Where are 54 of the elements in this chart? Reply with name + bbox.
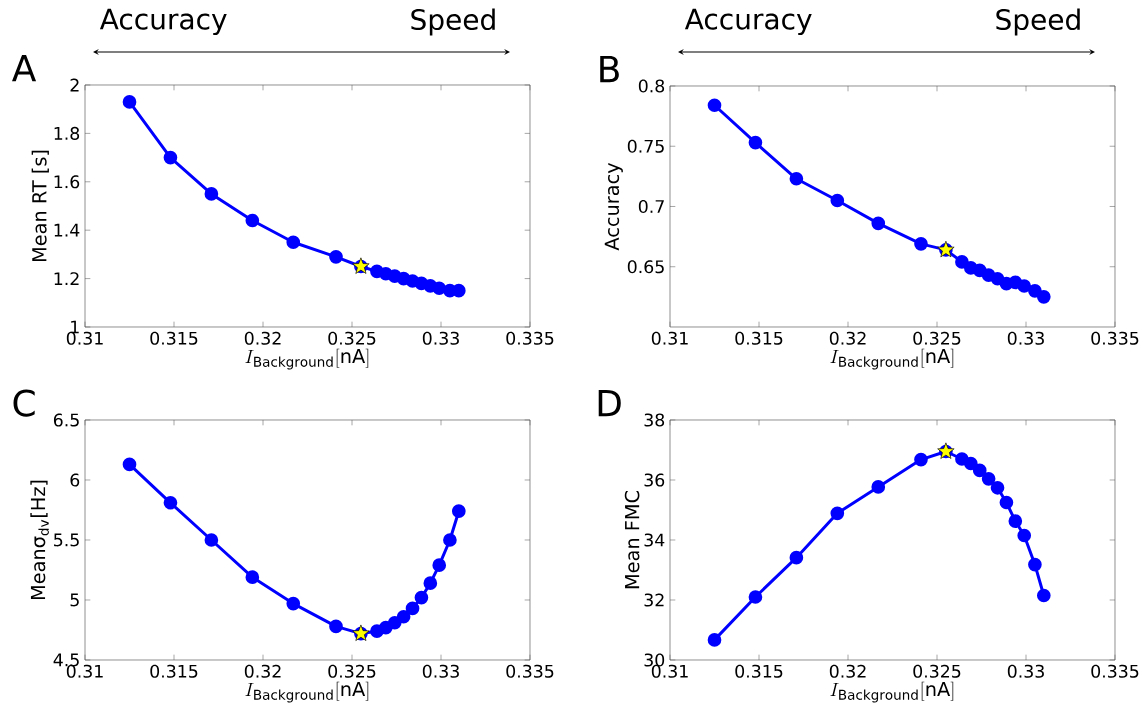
x-tick-label: 0.335	[506, 331, 554, 345]
y-tick-label: 6.5	[53, 413, 79, 427]
y-axis-title: Accuracy	[604, 162, 623, 251]
chart-title: C	[13, 389, 35, 417]
y-tick-label: 36	[644, 473, 665, 487]
x-tick-label: 0.32	[244, 331, 281, 345]
text: Speed	[411, 8, 495, 36]
chart-title: D	[598, 389, 621, 417]
text: Accuracy	[684, 8, 812, 36]
x-tick-label: 0.315	[735, 664, 783, 678]
y-axis-title: Mean RT [s]	[31, 150, 49, 262]
y-axis-title: Meanσ$_{dv}$[Hz]	[30, 480, 49, 600]
y-tick-label: 34	[644, 533, 665, 547]
y-tick-label: 38	[644, 413, 665, 427]
x-axis-title: $I_{\mathrm{Background}}[\mathrm{nA}]$	[830, 681, 954, 703]
x-tick-label: 0.32	[829, 664, 866, 678]
x-tick-label: 0.33	[422, 331, 459, 345]
x-tick-label: 0.33	[422, 664, 459, 678]
text: Speed	[996, 8, 1080, 36]
chart-title: A	[12, 54, 37, 82]
x-tick-label: 0.325	[328, 664, 376, 678]
y-tick-label: 1.6	[54, 175, 80, 189]
x-tick-label: 0.31	[651, 331, 688, 345]
x-tick-label: 0.315	[735, 331, 783, 345]
x-tick-label: 0.315	[150, 664, 198, 678]
x-axis-title: $I_{\mathrm{Background}}[\mathrm{nA}]$	[830, 348, 954, 370]
x-tick-label: 0.32	[829, 331, 866, 345]
x-tick-label: 0.325	[328, 331, 376, 345]
y-tick-label: 0.7	[638, 199, 664, 214]
x-tick-label: 0.33	[1007, 331, 1044, 345]
y-tick-label: 5	[70, 593, 79, 607]
x-tick-label: 0.325	[913, 331, 961, 345]
y-tick-label: 2	[70, 78, 79, 92]
x-tick-label: 0.33	[1007, 664, 1044, 678]
y-tick-label: 6	[70, 473, 80, 487]
x-tick-label: 0.335	[1091, 331, 1139, 345]
y-tick-label: 0.65	[627, 260, 664, 274]
y-tick-label: 1.2	[54, 272, 79, 286]
chart-title: B	[600, 55, 619, 83]
x-tick-label: 0.335	[506, 664, 554, 678]
y-axis-title: Mean FMC	[624, 490, 640, 589]
x-tick-label: 0.315	[150, 331, 198, 345]
x-axis-title: $I_{\mathrm{Background}}[\mathrm{nA}]$	[245, 348, 369, 370]
y-tick-label: 1.4	[54, 223, 80, 237]
text: Accuracy	[99, 8, 227, 36]
y-tick-label: 1.8	[54, 126, 80, 140]
x-tick-label: 0.335	[1091, 664, 1139, 678]
x-axis-title: $I_{\mathrm{Background}}[\mathrm{nA}]$	[245, 681, 369, 703]
y-tick-label: 0.8	[638, 79, 665, 93]
y-tick-label: 32	[644, 593, 664, 607]
x-tick-label: 0.325	[913, 664, 961, 678]
y-tick-label: 0.75	[627, 139, 664, 153]
x-tick-label: 0.32	[244, 664, 281, 678]
y-tick-label: 5.5	[54, 533, 79, 547]
